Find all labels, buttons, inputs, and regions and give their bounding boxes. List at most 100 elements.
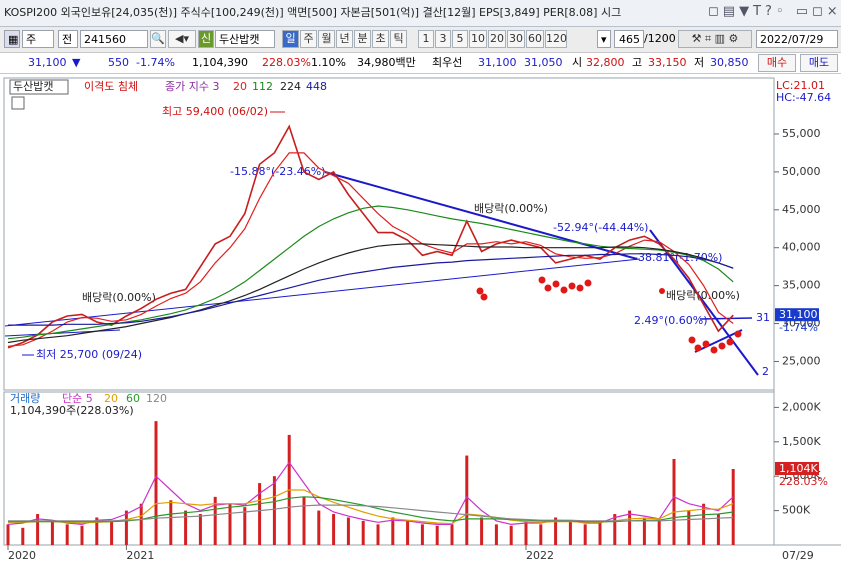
volume-bar: [50, 520, 54, 545]
interval-button[interactable]: 1: [418, 30, 434, 48]
interval-button[interactable]: 3: [435, 30, 451, 48]
volume-bar: [539, 524, 543, 545]
y-tick-label: 2,000K: [782, 400, 821, 413]
volume-bar: [258, 483, 262, 545]
period-button[interactable]: 년: [336, 30, 353, 48]
volume-bar: [272, 476, 276, 545]
ma-label: 종가 지수 3: [165, 80, 219, 93]
price-line: [7, 124, 734, 349]
annotation: 2.49°(0.60%): [634, 314, 708, 327]
tool-icons[interactable]: ⚒ ⌗ ▥ ⚙: [678, 30, 752, 48]
icon[interactable]: ▦: [4, 30, 20, 48]
amount: 34,980백만: [357, 56, 416, 69]
change: 550: [108, 56, 129, 69]
volume-bar: [568, 520, 572, 545]
x-tick-label: 2020: [8, 549, 36, 562]
trend-line: [4, 258, 641, 327]
volume-bar: [435, 525, 439, 545]
volume-bar: [243, 507, 247, 545]
volume-bar: [95, 517, 99, 545]
period-button[interactable]: 일: [282, 30, 299, 48]
annotation: 배당락(0.00%): [474, 202, 548, 215]
sound-button[interactable]: ◀▾: [168, 30, 196, 48]
count[interactable]: 465: [614, 30, 644, 48]
dot: [659, 288, 665, 294]
volume-bar: [509, 525, 513, 545]
y-tick-label: 500K: [782, 504, 811, 517]
volume-bar: [687, 510, 691, 545]
annotation: 배당락(0.00%): [666, 289, 740, 302]
interval-button[interactable]: 5: [452, 30, 468, 48]
period-button[interactable]: 분: [354, 30, 371, 48]
ask: 31,100: [478, 56, 517, 69]
low: 30,850: [710, 56, 749, 69]
annotation: 배당락(0.00%): [82, 291, 156, 304]
interval-button[interactable]: 10: [469, 30, 487, 48]
x-tick-label: 2022: [526, 549, 554, 562]
market-select[interactable]: 주: [22, 30, 54, 48]
legend-entry: 거래량: [10, 392, 40, 405]
code-input[interactable]: 241560: [80, 30, 148, 48]
y-tick-label: 25,000: [782, 354, 821, 367]
volume-bar: [731, 469, 735, 545]
interval-button[interactable]: 20: [488, 30, 506, 48]
period-button[interactable]: 초: [372, 30, 389, 48]
interval-button[interactable]: 30: [507, 30, 525, 48]
volume-bar: [36, 514, 40, 545]
volume-bar: [213, 496, 217, 545]
legend-entry: 20: [104, 392, 118, 405]
change-pct: -1.74%: [136, 56, 175, 69]
interval-button[interactable]: 120: [545, 30, 567, 48]
annotation: -15.88°(-23.46%): [230, 165, 325, 178]
search-button[interactable]: 🔍: [150, 30, 166, 48]
x-end-label: 07/29: [782, 549, 814, 562]
period-button[interactable]: 월: [318, 30, 335, 48]
dot: [718, 342, 726, 350]
table-icon: [11, 96, 25, 110]
title-bar: KOSPI200 외국인보유[24,035(천)] 주식수[100,249(천)…: [0, 0, 841, 27]
legend-entry: 60: [126, 392, 140, 405]
legend-entry: 20: [233, 80, 247, 93]
moving-average: [8, 253, 734, 326]
best-label: 최우선: [432, 56, 463, 69]
volume-bar: [346, 517, 350, 545]
high-label: 고: [632, 56, 643, 69]
volume-average: [7, 461, 734, 526]
dot: [476, 287, 484, 295]
volume-bar: [124, 510, 128, 545]
total: /1200: [644, 32, 676, 45]
volume-bar: [376, 524, 380, 545]
last-value-label: 31,100: [779, 308, 818, 321]
dot: [480, 293, 488, 301]
title: KOSPI200 외국인보유[24,035(천)] 주식수[100,249(천)…: [4, 6, 622, 19]
legend-entry: 120: [146, 392, 167, 405]
date-input[interactable]: 2022/07/29: [756, 30, 838, 48]
type-select[interactable]: 전: [58, 30, 78, 48]
trend-line: [324, 171, 638, 260]
interval-button[interactable]: 60: [526, 30, 544, 48]
period-button[interactable]: 주: [300, 30, 317, 48]
last-value-box: [775, 462, 819, 476]
dot: [576, 284, 584, 292]
dot: [538, 276, 546, 284]
turnover: 1.10%: [311, 56, 346, 69]
volume-bar: [80, 525, 84, 545]
badge: 신: [198, 30, 214, 48]
hc-label: HC:-47.64: [776, 91, 831, 104]
volume-bar: [524, 520, 528, 545]
volume-bar: [361, 520, 365, 545]
volume-bar: [554, 517, 558, 545]
volume-bar: [420, 524, 424, 545]
dropdown[interactable]: ▾: [597, 30, 611, 48]
dot: [560, 286, 568, 294]
dot: [544, 284, 552, 292]
sell-button[interactable]: 매도: [800, 54, 838, 72]
down-arrow: ▼: [72, 56, 81, 69]
window-icons[interactable]: ◻▤▼T?◦ ▭◻×: [708, 4, 841, 19]
buy-button[interactable]: 매수: [758, 54, 796, 72]
dot: [734, 330, 742, 338]
y-tick-label: 50,000: [782, 165, 821, 178]
dot: [710, 346, 718, 354]
period-button[interactable]: 틱: [390, 30, 407, 48]
